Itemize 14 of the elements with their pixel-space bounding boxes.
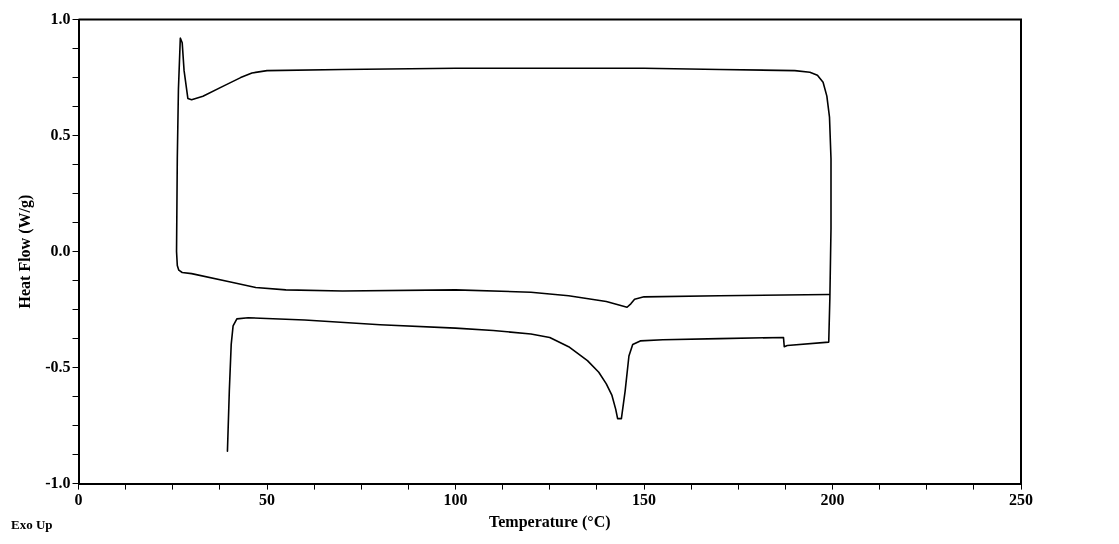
y-tick-label: -0.5 [45,357,71,375]
y-tick-label: 0.5 [50,125,71,143]
y-tick-label: -1.0 [45,473,71,491]
x-tick-label: 100 [443,491,468,509]
x-tick-label: 0 [74,491,83,509]
text: Exo Up [11,516,53,532]
y-tick-label: 1.0 [50,9,71,27]
x-tick-label: 50 [259,491,276,509]
y-axis-title: Heat Flow (W/g) [15,194,34,309]
y-tick-label: 0.0 [50,241,71,259]
x-tick-label: 250 [1009,491,1033,509]
x-tick-label: 150 [632,491,657,509]
x-tick-label: 200 [820,491,845,509]
x-axis-title: Temperature (°C) [489,512,611,531]
